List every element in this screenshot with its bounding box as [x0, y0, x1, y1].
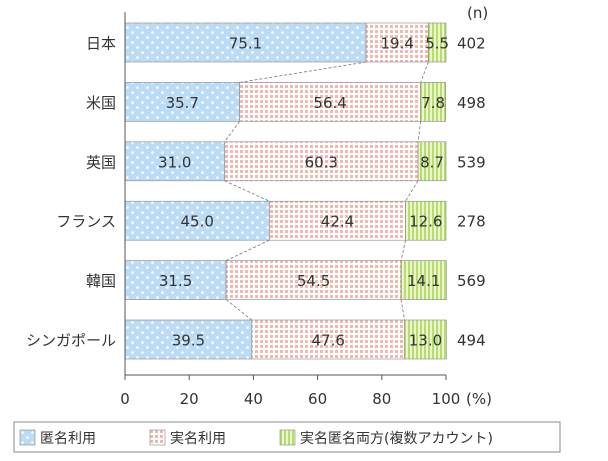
bar-segment: [124, 319, 253, 360]
value-label: 31.0: [158, 153, 191, 171]
x-tick-label: 0: [120, 390, 130, 408]
connector-line: [405, 180, 419, 202]
bar-segment: [269, 200, 406, 241]
value-label: 5.5: [425, 35, 449, 53]
n-header: (n): [467, 4, 488, 22]
bars: 75.1 19.4 5.5 35.7 56.4 7.8 31.0 60.3 8.7 45.0 42.…: [124, 22, 449, 360]
bar-segment: [251, 319, 405, 360]
category-label: シンガポール: [26, 332, 116, 350]
connector-line: [224, 121, 240, 143]
x-unit-label: (%): [466, 390, 492, 408]
legend: 匿名利用 実名利用 実名匿名両方(複数アカウント): [13, 421, 561, 453]
bar-segment: [239, 82, 421, 122]
bar-segment: [417, 141, 447, 182]
n-value: 402: [457, 35, 486, 53]
connector-line: [224, 180, 270, 202]
x-axis: 0 20 40 60 80 100 (%): [120, 12, 492, 408]
n-value: 569: [457, 272, 486, 290]
value-label: 75.1: [229, 35, 262, 53]
connector-line: [400, 240, 406, 261]
legend-swatch: [19, 429, 36, 446]
value-label: 42.4: [321, 213, 354, 231]
category-label: 韓国: [86, 272, 116, 290]
n-value: 539: [457, 153, 486, 171]
value-label: 19.4: [381, 35, 414, 53]
n-value: 494: [457, 332, 486, 350]
category-label: 日本: [86, 35, 116, 53]
value-label: 47.6: [311, 332, 344, 350]
connector-line: [420, 61, 429, 83]
value-label: 54.5: [297, 272, 330, 290]
x-tick-label: 60: [308, 390, 327, 408]
value-label: 7.8: [421, 94, 445, 112]
value-label: 39.5: [172, 332, 205, 350]
bar-segment: [404, 319, 447, 360]
n-value: 498: [457, 94, 486, 112]
value-label: 35.7: [166, 94, 199, 112]
bar-segment: [225, 260, 402, 300]
legend-label: 実名匿名両方(複数アカウント): [300, 430, 493, 447]
bar-segment: [124, 22, 367, 63]
value-label: 60.3: [305, 153, 338, 171]
bar-segment: [124, 82, 240, 122]
bar-segment: [405, 200, 447, 241]
connector-line: [225, 299, 253, 321]
legend-label: 実名利用: [170, 431, 226, 447]
value-label: 45.0: [181, 213, 214, 231]
value-label: 13.0: [409, 332, 442, 350]
category-label: フランス: [56, 213, 116, 231]
category-label: 米国: [86, 94, 116, 112]
n-values: 402 498 539 278 569 494 (n): [457, 4, 488, 350]
category-label: 英国: [86, 153, 116, 171]
legend-swatch: [149, 429, 166, 446]
x-tick-label: 20: [180, 390, 199, 408]
x-tick-label: 40: [244, 390, 263, 408]
n-value: 278: [457, 213, 486, 231]
bar-segment: [224, 141, 419, 182]
connector-line: [225, 239, 270, 261]
value-label: 56.4: [313, 94, 346, 112]
connector-line: [400, 299, 405, 321]
bar-segment: [428, 22, 447, 63]
bar-segment: [420, 82, 446, 122]
value-label: 31.5: [159, 272, 192, 290]
legend-swatch: [279, 429, 296, 446]
value-label: 8.7: [420, 153, 444, 171]
value-label: 14.1: [407, 272, 440, 290]
x-tick-label: 80: [372, 390, 391, 408]
value-label: 12.6: [409, 213, 442, 231]
bar-segment: [400, 260, 447, 300]
legend-label: 匿名利用: [40, 431, 96, 447]
bar-segment: [124, 260, 227, 300]
x-tick-label: 100: [432, 390, 461, 408]
connector-lines: [224, 61, 429, 321]
connector-line: [239, 61, 367, 83]
connector-line: [417, 121, 422, 142]
